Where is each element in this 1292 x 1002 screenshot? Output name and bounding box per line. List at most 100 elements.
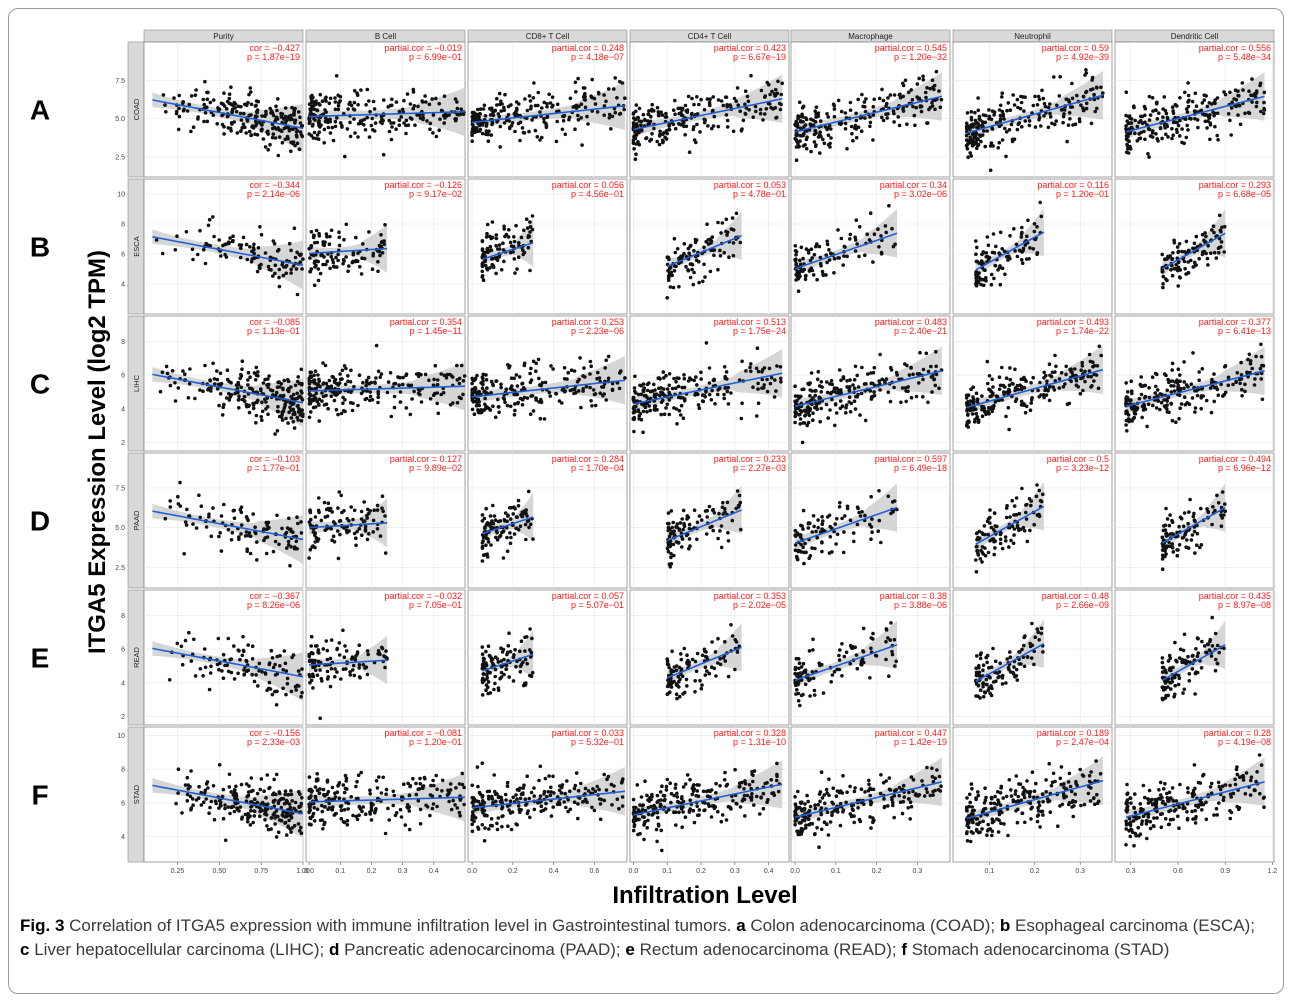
data-point (1204, 94, 1208, 98)
data-point (1040, 88, 1044, 93)
data-point (1170, 379, 1175, 383)
data-point (862, 100, 867, 104)
data-point (731, 253, 736, 258)
data-point (684, 264, 688, 269)
data-point (470, 122, 475, 127)
data-point (477, 123, 482, 128)
data-point (253, 378, 258, 382)
data-point (423, 94, 427, 98)
data-point (993, 524, 997, 528)
data-point (428, 121, 433, 126)
data-point (307, 556, 311, 560)
data-point (579, 102, 584, 106)
data-point (211, 361, 215, 366)
correlation-value: partial.cor = 0.253 (552, 317, 624, 327)
data-point (533, 128, 538, 133)
data-point (924, 351, 929, 356)
data-point (307, 381, 312, 386)
data-point (245, 517, 250, 521)
data-point (1169, 390, 1174, 394)
data-point (794, 411, 799, 416)
data-point (832, 257, 837, 261)
data-point (219, 254, 223, 258)
data-point (412, 389, 416, 394)
data-point (247, 531, 252, 535)
data-point (857, 510, 861, 515)
data-point (813, 109, 817, 113)
data-point (1166, 135, 1170, 139)
data-point (837, 256, 841, 260)
data-point (1019, 258, 1024, 262)
data-point (1063, 382, 1067, 386)
data-point (580, 143, 584, 147)
data-point (344, 366, 348, 371)
data-point (312, 107, 317, 111)
data-point (650, 107, 654, 112)
data-point (819, 390, 823, 394)
data-point (692, 125, 696, 129)
data-point (687, 150, 692, 154)
data-point (691, 127, 696, 132)
data-point (351, 401, 355, 406)
data-point (581, 374, 585, 378)
data-point (907, 373, 912, 377)
data-point (634, 109, 638, 114)
data-point (566, 370, 570, 375)
data-point (354, 536, 358, 540)
data-point (797, 144, 801, 149)
data-point (496, 247, 500, 251)
data-point (255, 110, 259, 115)
data-point (1166, 377, 1170, 382)
data-point (833, 423, 837, 428)
data-point (829, 136, 833, 140)
data-point (551, 367, 555, 371)
column-strip-label: B Cell (375, 32, 397, 41)
data-point (517, 375, 522, 379)
data-point (1041, 492, 1045, 497)
data-point (455, 400, 460, 405)
data-point (1216, 393, 1221, 398)
data-point (285, 134, 290, 139)
data-point (539, 383, 543, 388)
data-point (937, 386, 941, 391)
data-point (1159, 400, 1164, 405)
data-point (976, 96, 980, 100)
data-point (718, 386, 722, 391)
data-point (584, 384, 589, 389)
data-point (1004, 130, 1009, 134)
data-point (410, 397, 414, 401)
data-point (927, 107, 931, 112)
data-point (795, 133, 800, 137)
data-point (800, 106, 805, 110)
data-point (209, 389, 213, 393)
data-point (271, 113, 276, 118)
data-point (794, 253, 798, 257)
data-point (1261, 111, 1266, 116)
data-point (242, 111, 246, 116)
data-point (891, 109, 896, 113)
data-point (1229, 106, 1234, 110)
data-point (813, 144, 818, 149)
data-point (502, 259, 506, 264)
data-point (1177, 242, 1182, 246)
data-point (518, 120, 523, 125)
data-point (222, 502, 226, 507)
data-point (811, 411, 815, 416)
data-point (516, 498, 521, 503)
data-point (505, 519, 509, 523)
data-point (871, 113, 876, 117)
data-point (1178, 96, 1182, 100)
data-point (312, 233, 317, 238)
data-point (437, 101, 442, 106)
data-point (499, 109, 504, 113)
data-point (1050, 121, 1054, 126)
data-point (679, 413, 683, 417)
data-point (1019, 387, 1024, 392)
data-point (644, 136, 648, 141)
data-point (510, 384, 514, 388)
data-point (697, 406, 702, 411)
data-point (1001, 112, 1005, 116)
data-point (402, 121, 406, 125)
data-point (331, 534, 336, 539)
